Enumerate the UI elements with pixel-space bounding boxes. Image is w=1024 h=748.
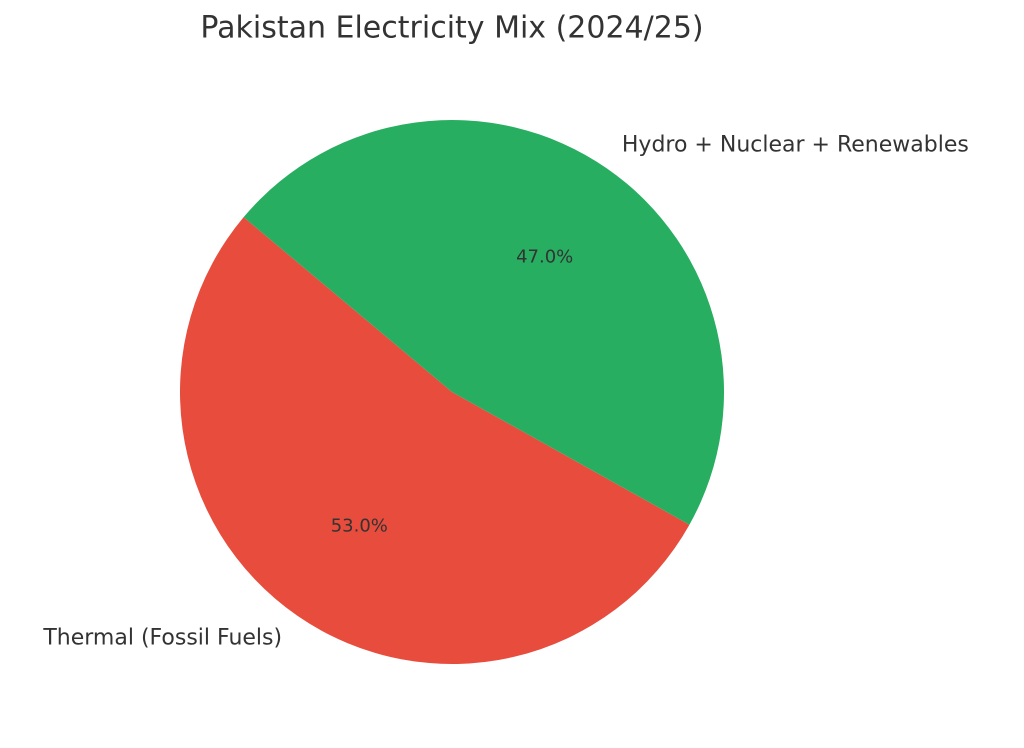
value-label: 47.0% — [516, 247, 573, 268]
category-label: Thermal (Fossil Fuels) — [42, 625, 282, 650]
pie-slice — [179, 217, 690, 665]
category-label: Hydro + Nuclear + Renewables — [622, 133, 969, 158]
chart-title: Pakistan Electricity Mix (2024/25) — [200, 11, 703, 46]
value-label: 53.0% — [331, 515, 388, 536]
pie-slice — [243, 120, 724, 525]
